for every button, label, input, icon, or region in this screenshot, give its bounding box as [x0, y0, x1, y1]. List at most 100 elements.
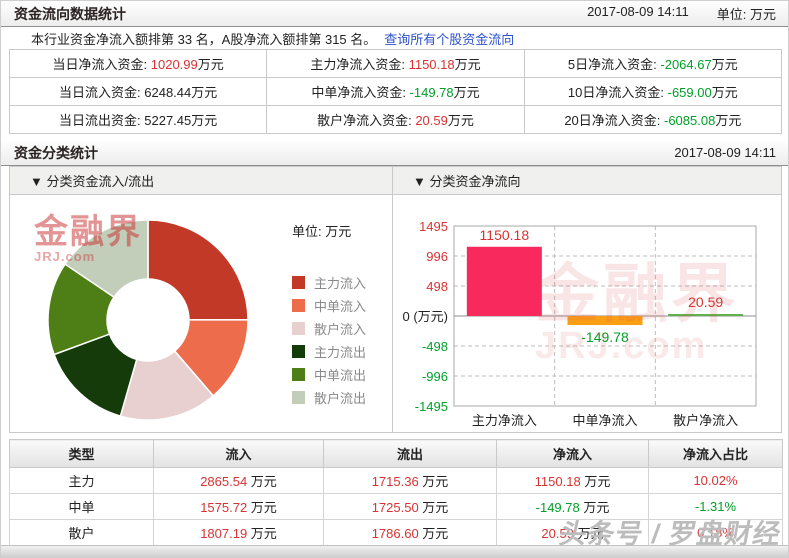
- y-tick-label: 0 (万元): [402, 309, 448, 324]
- chart-panels: ▼ 分类资金流入/流出 金融界 JRJ.com 单位: 万元 主力流入 中单流入散…: [9, 166, 782, 433]
- ranking-text: 本行业资金净流入额排第 33 名，A股净流入额排第 315 名。: [31, 32, 377, 47]
- detail-value: 2865.54: [200, 474, 248, 489]
- net-flow-panel-title: ▼ 分类资金净流向: [413, 174, 521, 189]
- legend-swatch: [292, 391, 305, 404]
- legend-item: 散户流出: [292, 386, 366, 409]
- summary-cell-label: 当日流入资金:: [59, 85, 145, 100]
- bar-category-label: 主力净流入: [472, 413, 537, 428]
- query-all-stocks-link[interactable]: 查询所有个股资金流向: [384, 32, 515, 47]
- detail-inflow-cell: 1807.19 万元: [153, 519, 324, 546]
- summary-cell-label: 10日净流入资金:: [567, 85, 668, 100]
- detail-value: 1575.72: [200, 500, 248, 515]
- donut-slice-散户流出: [64, 219, 149, 299]
- section1-datetime: 2017-08-09 14:11: [587, 4, 689, 19]
- bar-chart: 1495 996 498 0 (万元) -498 -996 -1495 1150.18 主力净流…: [402, 219, 757, 428]
- detail-net-cell: 1150.18 万元: [496, 467, 649, 494]
- summary-cell-unit: 万元: [447, 113, 474, 128]
- y-tick-label: -1495: [415, 399, 448, 414]
- summary-cell-unit: 万元: [191, 113, 218, 128]
- detail-ratio-cell: 0.18%: [648, 519, 783, 546]
- detail-inflow-cell: 1575.72 万元: [153, 493, 324, 520]
- detail-value: 1150.18: [534, 474, 581, 489]
- net-flow-panel: ▼ 分类资金净流向 金融界 JRJ.com 1495 996 498 0 (万元) -4…: [393, 166, 782, 433]
- summary-cell-label: 中单净流入资金:: [311, 85, 410, 100]
- detail-outflow-cell: 1786.60 万元: [323, 519, 497, 546]
- donut-legend: 主力流入中单流入散户流入主力流出中单流出散户流出: [292, 271, 366, 409]
- summary-cell-unit: 万元: [191, 85, 218, 100]
- detail-value: -149.78: [535, 500, 580, 515]
- legend-label: 主力流出: [314, 345, 367, 360]
- detail-unit: 万元: [418, 500, 449, 515]
- detail-column-header: 净流入占比: [648, 439, 783, 468]
- summary-cell-label: 当日流出资金:: [59, 113, 145, 128]
- y-tick-label: -996: [422, 369, 448, 384]
- legend-item: 中单流出: [292, 363, 366, 386]
- donut-unit-label: 单位: 万元: [292, 224, 352, 239]
- detail-column-header: 类型: [9, 439, 154, 468]
- summary-table: 当日净流入资金: 1020.99万元 主力净流入资金: 1150.18万元 5日净流…: [8, 49, 783, 134]
- detail-ratio-cell: -1.31%: [648, 493, 783, 520]
- detail-unit: 万元: [418, 526, 449, 541]
- y-tick-label: 1495: [419, 219, 448, 234]
- summary-cell-label: 主力净流入资金:: [310, 57, 409, 72]
- footer-strip: [1, 545, 788, 557]
- summary-cell-label: 当日净流入资金:: [52, 57, 151, 72]
- detail-ratio-value: 0.18%: [697, 525, 734, 540]
- summary-cell-label: 散户净流入资金:: [317, 113, 416, 128]
- detail-outflow-cell: 1725.50 万元: [323, 493, 497, 520]
- summary-cell-unit: 万元: [711, 57, 738, 72]
- summary-cell: 当日流出资金: 5227.45万元: [8, 105, 268, 134]
- summary-cell-label: 20日净流入资金:: [564, 113, 664, 128]
- summary-cell: 当日流入资金: 6248.44万元: [8, 77, 268, 106]
- bar-散户净流入: [668, 314, 744, 316]
- summary-row: 当日净流入资金: 1020.99万元 主力净流入资金: 1150.18万元 5日净流…: [8, 49, 783, 78]
- summary-cell-value: -149.78: [409, 85, 454, 100]
- section2-title: 资金分类统计: [14, 144, 98, 161]
- legend-item: 主力流入: [292, 271, 366, 294]
- detail-type-cell: 中单: [9, 493, 154, 520]
- summary-cell-value: -659.00: [667, 85, 712, 100]
- summary-cell-unit: 万元: [197, 57, 224, 72]
- detail-unit: 万元: [247, 500, 277, 515]
- detail-table-body: 主力 2865.54 万元 1715.36 万元 1150.18 万元 10.02% 中单…: [9, 467, 783, 546]
- legend-swatch: [292, 299, 305, 312]
- summary-cell: 10日净流入资金: -659.00万元: [523, 77, 783, 106]
- inflow-outflow-panel-toggle[interactable]: ▼ 分类资金流入/流出: [10, 167, 392, 195]
- detail-table: 类型 流入 流出 净流入 净流入占比 主力 2865.54 万元 1715.36 万元 115…: [9, 439, 783, 546]
- legend-label: 中单流入: [314, 299, 367, 314]
- section2-datetime: 2017-08-09 14:11: [674, 145, 776, 160]
- summary-cell-unit: 万元: [453, 85, 480, 100]
- legend-label: 散户流入: [314, 322, 367, 337]
- inflow-outflow-panel: ▼ 分类资金流入/流出 金融界 JRJ.com 单位: 万元 主力流入 中单流入散…: [9, 166, 393, 433]
- detail-net-cell: -149.78 万元: [496, 493, 649, 520]
- summary-cell: 5日净流入资金: -2064.67万元: [523, 49, 783, 78]
- detail-ratio-cell: 10.02%: [648, 467, 783, 494]
- y-tick-label: 996: [426, 249, 448, 264]
- bar-中单净流入: [567, 316, 643, 326]
- net-flow-panel-toggle[interactable]: ▼ 分类资金净流向: [393, 167, 781, 195]
- summary-cell-unit: 万元: [711, 85, 738, 100]
- detail-column-header: 净流入: [496, 439, 649, 468]
- section2-header: 资金分类统计 2017-08-09 14:11: [1, 140, 788, 166]
- detail-net-cell: 20.59 万元: [496, 519, 649, 546]
- legend-item: 中单流入: [292, 294, 366, 317]
- legend-swatch: [292, 368, 305, 381]
- donut-slice-主力流入: [147, 219, 249, 321]
- summary-row: 当日流入资金: 6248.44万元 中单净流入资金: -149.78万元 10日净流…: [8, 77, 783, 106]
- legend-label: 中单流出: [314, 368, 367, 383]
- detail-outflow-cell: 1715.36 万元: [323, 467, 497, 494]
- detail-value: 1725.50: [371, 500, 419, 515]
- summary-cell-value: -2064.67: [660, 57, 712, 72]
- summary-cell: 当日净流入资金: 1020.99万元: [8, 49, 268, 78]
- detail-value: 1807.19: [200, 526, 248, 541]
- legend-swatch: [292, 322, 305, 335]
- summary-cell-value: 5227.45: [144, 113, 192, 128]
- bar-category-label: 中单净流入: [572, 413, 637, 428]
- detail-unit: 万元: [573, 526, 604, 541]
- detail-column-header: 流入: [153, 439, 324, 468]
- detail-value: 1786.60: [371, 526, 419, 541]
- detail-unit: 万元: [247, 474, 277, 489]
- bar-value-label: -149.78: [581, 329, 629, 345]
- detail-value: 1715.36: [371, 474, 419, 489]
- detail-ratio-value: -1.31%: [694, 499, 737, 514]
